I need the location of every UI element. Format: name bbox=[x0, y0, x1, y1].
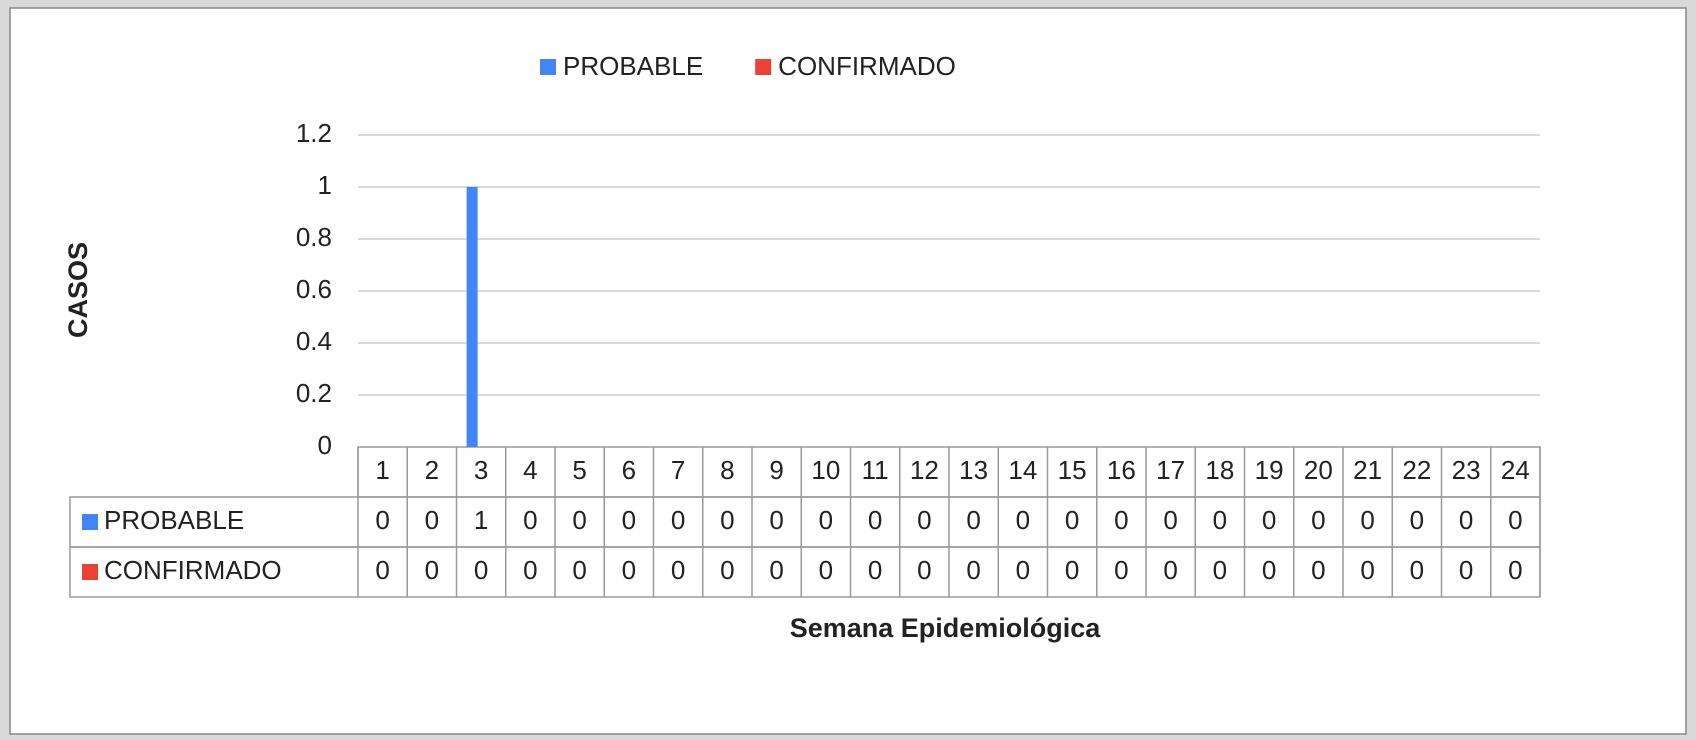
y-tick-label: 1 bbox=[318, 170, 332, 200]
x-tick-label: 23 bbox=[1452, 455, 1481, 485]
x-tick-label: 5 bbox=[572, 455, 586, 485]
table-value: 0 bbox=[425, 555, 439, 585]
table-value: 0 bbox=[917, 555, 931, 585]
table-value: 0 bbox=[375, 505, 389, 535]
table-value: 0 bbox=[1065, 505, 1079, 535]
table-value: 0 bbox=[1114, 505, 1128, 535]
table-value: 0 bbox=[572, 555, 586, 585]
table-value: 0 bbox=[1114, 555, 1128, 585]
x-tick-label: 9 bbox=[769, 455, 783, 485]
table-value: 0 bbox=[1262, 555, 1276, 585]
table-value: 0 bbox=[917, 505, 931, 535]
table-value: 0 bbox=[1213, 555, 1227, 585]
table-value: 0 bbox=[1410, 505, 1424, 535]
table-value: 0 bbox=[1213, 505, 1227, 535]
legend-label: PROBABLE bbox=[563, 51, 703, 81]
x-tick-label: 17 bbox=[1156, 455, 1185, 485]
table-value: 0 bbox=[1508, 505, 1522, 535]
table-value: 0 bbox=[1459, 505, 1473, 535]
x-tick-label: 2 bbox=[425, 455, 439, 485]
table-value: 0 bbox=[1016, 555, 1030, 585]
table-value: 0 bbox=[622, 505, 636, 535]
x-tick-label: 1 bbox=[375, 455, 389, 485]
table-value: 0 bbox=[966, 505, 980, 535]
table-value: 0 bbox=[720, 505, 734, 535]
table-value: 0 bbox=[1163, 505, 1177, 535]
table-value: 0 bbox=[1065, 555, 1079, 585]
y-tick-label: 0.8 bbox=[296, 222, 332, 252]
x-tick-label: 8 bbox=[720, 455, 734, 485]
table-value: 0 bbox=[1163, 555, 1177, 585]
table-value: 0 bbox=[769, 555, 783, 585]
table-value: 0 bbox=[523, 555, 537, 585]
table-value: 0 bbox=[671, 505, 685, 535]
table-row-label: PROBABLE bbox=[104, 505, 244, 535]
table-value: 0 bbox=[868, 505, 882, 535]
legend-swatch bbox=[82, 514, 98, 530]
table-value: 0 bbox=[622, 555, 636, 585]
legend-swatch bbox=[82, 564, 98, 580]
x-tick-label: 6 bbox=[622, 455, 636, 485]
chart-panel bbox=[9, 7, 1687, 735]
x-tick-label: 3 bbox=[474, 455, 488, 485]
table-value: 0 bbox=[1459, 555, 1473, 585]
x-tick-label: 16 bbox=[1107, 455, 1136, 485]
table-value: 1 bbox=[474, 505, 488, 535]
y-tick-label: 0.2 bbox=[296, 378, 332, 408]
table-value: 0 bbox=[966, 555, 980, 585]
table-value: 0 bbox=[572, 505, 586, 535]
x-tick-label: 15 bbox=[1058, 455, 1087, 485]
table-value: 0 bbox=[425, 505, 439, 535]
table-value: 0 bbox=[375, 555, 389, 585]
table-value: 0 bbox=[1360, 555, 1374, 585]
legend-swatch bbox=[755, 59, 772, 75]
table-value: 0 bbox=[1410, 555, 1424, 585]
x-tick-label: 7 bbox=[671, 455, 685, 485]
legend-swatch bbox=[540, 59, 556, 75]
legend-label: CONFIRMADO bbox=[778, 51, 956, 81]
y-tick-label: 1.2 bbox=[296, 118, 332, 148]
table-value: 0 bbox=[1262, 505, 1276, 535]
x-tick-label: 13 bbox=[959, 455, 988, 485]
table-value: 0 bbox=[819, 555, 833, 585]
table-value: 0 bbox=[671, 555, 685, 585]
table-value: 0 bbox=[720, 555, 734, 585]
table-value: 0 bbox=[1016, 505, 1030, 535]
bar bbox=[466, 187, 478, 447]
x-tick-label: 4 bbox=[523, 455, 537, 485]
table-value: 0 bbox=[1508, 555, 1522, 585]
x-tick-label: 14 bbox=[1008, 455, 1037, 485]
table-value: 0 bbox=[819, 505, 833, 535]
y-axis-title: CASOS bbox=[63, 242, 93, 338]
y-tick-label: 0.4 bbox=[296, 326, 332, 356]
table-value: 0 bbox=[1360, 505, 1374, 535]
x-tick-label: 10 bbox=[811, 455, 840, 485]
table-value: 0 bbox=[523, 505, 537, 535]
table-value: 0 bbox=[769, 505, 783, 535]
x-tick-label: 18 bbox=[1205, 455, 1234, 485]
x-tick-label: 11 bbox=[862, 455, 889, 485]
table-value: 0 bbox=[1311, 505, 1325, 535]
x-tick-label: 21 bbox=[1353, 455, 1382, 485]
table-row-label: CONFIRMADO bbox=[104, 555, 282, 585]
x-axis-title: Semana Epidemiológica bbox=[790, 613, 1102, 643]
table-value: 0 bbox=[1311, 555, 1325, 585]
x-tick-label: 19 bbox=[1255, 455, 1284, 485]
x-tick-label: 12 bbox=[910, 455, 939, 485]
x-tick-label: 24 bbox=[1501, 455, 1530, 485]
x-tick-label: 20 bbox=[1304, 455, 1333, 485]
x-tick-label: 22 bbox=[1402, 455, 1431, 485]
table-value: 0 bbox=[474, 555, 488, 585]
y-tick-label: 0 bbox=[318, 430, 332, 460]
y-tick-label: 0.6 bbox=[296, 274, 332, 304]
table-value: 0 bbox=[868, 555, 882, 585]
